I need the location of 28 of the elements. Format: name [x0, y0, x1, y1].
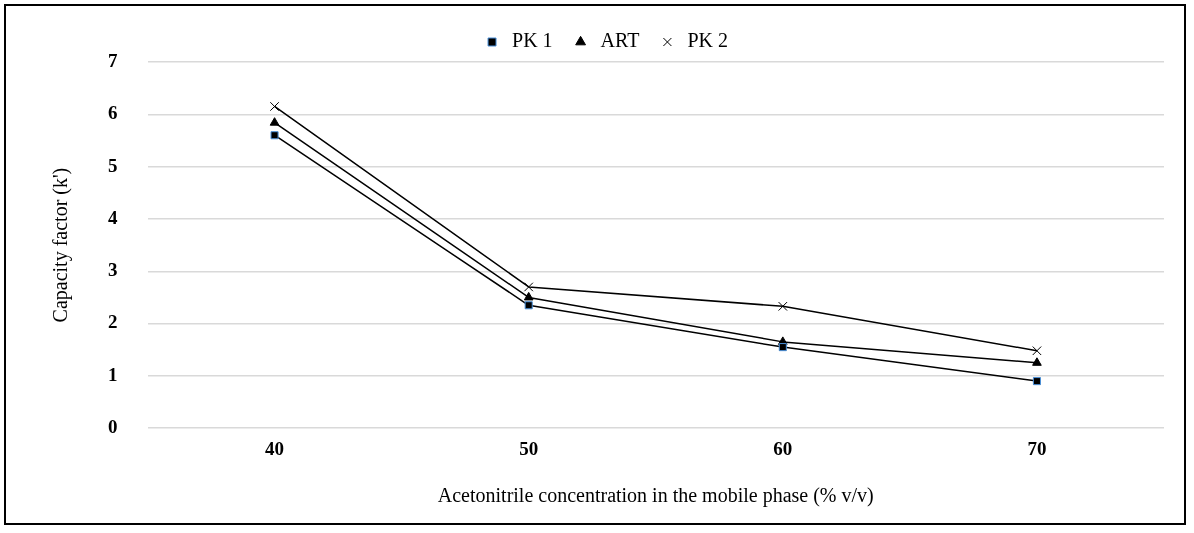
y-tick-label: 0: [108, 416, 118, 438]
y-tick-label: 3: [108, 259, 118, 281]
x-tick-label: 40: [265, 437, 285, 459]
point: [523, 291, 534, 301]
legend-label: ART: [600, 29, 640, 52]
y-tick-label: 4: [108, 206, 118, 228]
legend-label: PK 1: [512, 29, 553, 52]
point: [269, 117, 280, 126]
y-axis-title: Capacity factor (k'): [49, 167, 73, 323]
point: [1032, 377, 1041, 386]
point: [778, 343, 787, 352]
point: [270, 131, 279, 140]
legend-label: PK 2: [687, 29, 728, 52]
y-tick-label: 1: [108, 363, 118, 385]
x-tick-label: 70: [1027, 437, 1047, 459]
x-tick-label: 50: [519, 437, 539, 459]
point: [778, 301, 788, 312]
x-tick-label: 60: [773, 437, 793, 459]
point: [1032, 357, 1042, 366]
x-axis-title: Acetonitrile concentration in the mobile phase (% v/v): [437, 484, 874, 508]
point: [523, 282, 534, 292]
y-tick-label: 7: [108, 49, 118, 71]
y-tick-label: 2: [108, 311, 118, 333]
point: [524, 301, 533, 310]
y-tick-label: 5: [108, 154, 118, 176]
point: [1032, 346, 1042, 356]
y-tick-label: 6: [108, 102, 118, 124]
point: [269, 101, 280, 112]
